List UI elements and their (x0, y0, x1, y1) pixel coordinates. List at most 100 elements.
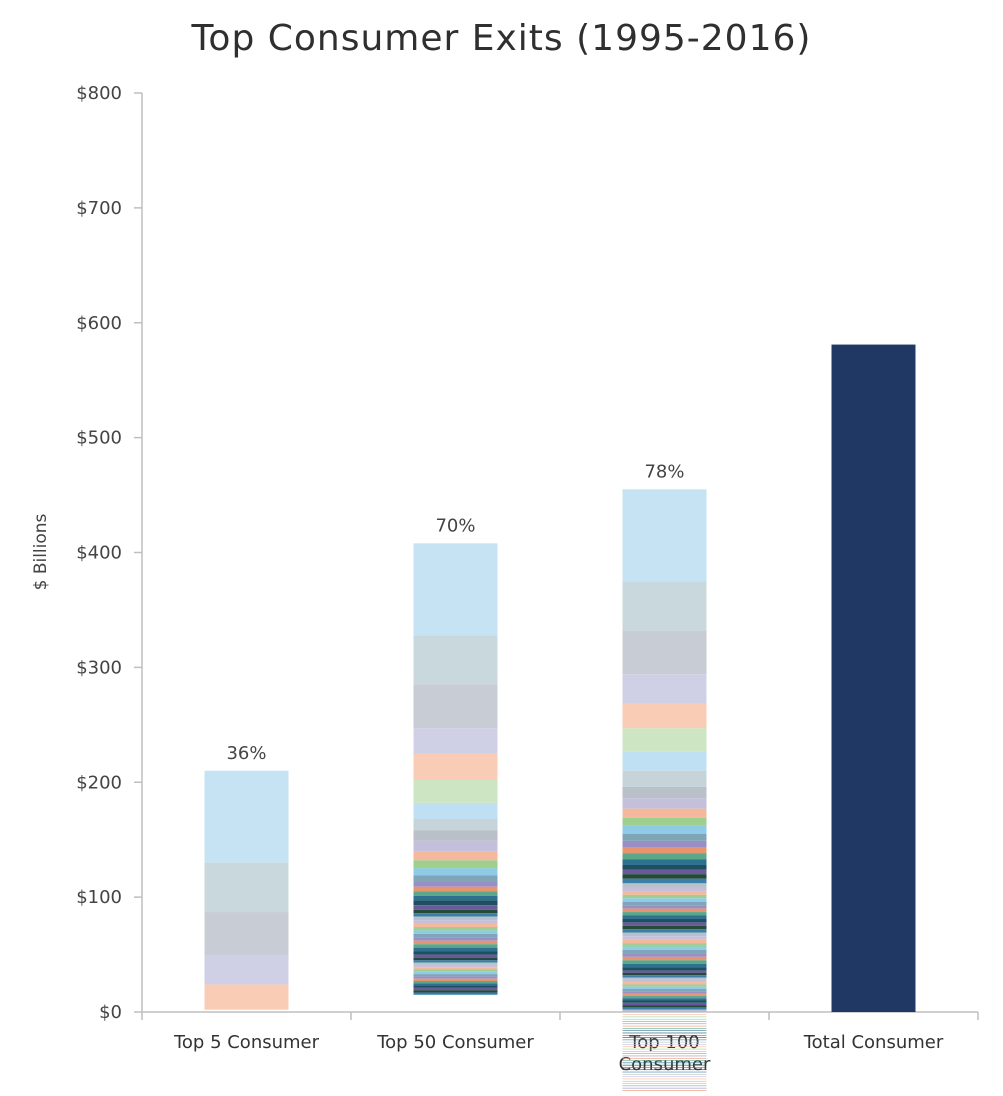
bar-segment (413, 920, 498, 924)
bar-segment (413, 992, 498, 995)
bar-segment (413, 886, 498, 892)
bar-segment (622, 798, 707, 809)
bar-segment (413, 964, 498, 968)
bar-segment (622, 932, 707, 937)
bar-segment (622, 960, 707, 964)
bar-segment (413, 891, 498, 896)
bar-segment (413, 881, 498, 887)
bar-segment (622, 1009, 707, 1012)
bar-segment (622, 922, 707, 926)
bar-segment (622, 1071, 707, 1073)
bar-segment (622, 936, 707, 940)
bar-segment (622, 859, 707, 865)
bar-segment (413, 895, 498, 901)
bar-segment (622, 751, 707, 771)
x-category-label: Top 5 Consumer (173, 1032, 320, 1053)
bar-segment (622, 953, 707, 957)
bar-segment (622, 1083, 707, 1084)
bar-segment (622, 702, 707, 729)
x-axis: Top 5 Consumer Top 50 Consumer Top 100 Cons… (141, 1011, 979, 1075)
bar-segment (622, 982, 707, 985)
bar-segment (622, 1018, 707, 1020)
bar-share-label: 78% (644, 461, 684, 482)
bar-segment (622, 1044, 707, 1045)
bar-segment (622, 1000, 707, 1003)
bar-segment (622, 878, 707, 884)
bar-segment (622, 847, 707, 854)
bar-segment (413, 926, 498, 931)
bar-segment (413, 635, 498, 685)
bar-segment (622, 912, 707, 916)
bar-segment (413, 753, 498, 780)
bar-segment (622, 1085, 707, 1087)
bar-segment (413, 860, 498, 869)
x-category-label: Top 50 Consumer (376, 1032, 534, 1053)
bar-segment (622, 1080, 707, 1082)
x-category-label: Total Consumer (803, 1032, 944, 1053)
bar-segment (622, 630, 707, 675)
bar-segment (413, 990, 498, 993)
bar-segment (413, 543, 498, 636)
bar-segment (413, 954, 498, 959)
bar-segment (622, 1034, 707, 1036)
bar-segment (622, 786, 707, 799)
bar-segment (622, 1002, 707, 1006)
bar-segment (622, 1048, 707, 1050)
bar-segment (622, 840, 707, 848)
bar-segment (413, 802, 498, 820)
bar-segment (413, 987, 498, 991)
bar-segment (622, 1078, 707, 1080)
bar-segment (622, 901, 707, 906)
bar-segment (413, 819, 498, 831)
bar-segment (622, 1032, 707, 1034)
bar-segment (413, 944, 498, 948)
bar-segment (622, 984, 707, 987)
bar-segment (622, 989, 707, 992)
bar-segment (622, 908, 707, 913)
bar-segment (413, 976, 498, 979)
bar-segment (622, 991, 707, 994)
bar-segment (622, 918, 707, 923)
bar-segment (413, 969, 498, 972)
bar-segment (622, 817, 707, 826)
bar-segment (622, 1037, 707, 1038)
bar-segment (413, 916, 498, 921)
bar-segment (413, 980, 498, 984)
y-tick-label: $100 (76, 887, 122, 908)
bar-segment (622, 1090, 707, 1091)
bar-segment (413, 940, 498, 945)
bar-segment (622, 1014, 707, 1015)
bar-segment (622, 1030, 707, 1031)
bar-segment (622, 956, 707, 961)
bar-segment (622, 1053, 707, 1054)
bar-segment (204, 912, 289, 956)
bar-segment (622, 979, 707, 983)
bar-segment (622, 993, 707, 996)
bar-segment (622, 874, 707, 879)
bar-segment (204, 770, 289, 863)
bar-segment (413, 779, 498, 803)
bar-segment (622, 1041, 707, 1043)
bar-segment (622, 853, 707, 860)
bar-segment (413, 983, 498, 986)
bar-segment (413, 985, 498, 988)
bar-segment (622, 1046, 707, 1048)
y-tick-label: $600 (76, 313, 122, 334)
bar-segment (413, 830, 498, 841)
y-axis: $0 $100 $200 $300 $400 $500 $600 $700 $800 (76, 83, 143, 1023)
bar-segment (622, 1055, 707, 1057)
bar-segment (413, 728, 498, 754)
bar-segment (413, 875, 498, 882)
bar-labels: 36% 70% 78% (226, 461, 684, 763)
bar-segment (622, 963, 707, 968)
bar-segment (622, 949, 707, 954)
y-axis-label: $ Billions (31, 513, 51, 590)
bar-segment (622, 1025, 707, 1027)
bar-segment (622, 808, 707, 818)
bar-segment (413, 971, 498, 975)
bar-segment (622, 898, 707, 902)
bar-segment (622, 1087, 707, 1089)
bar-segment (622, 946, 707, 950)
bar-segment (622, 977, 707, 980)
